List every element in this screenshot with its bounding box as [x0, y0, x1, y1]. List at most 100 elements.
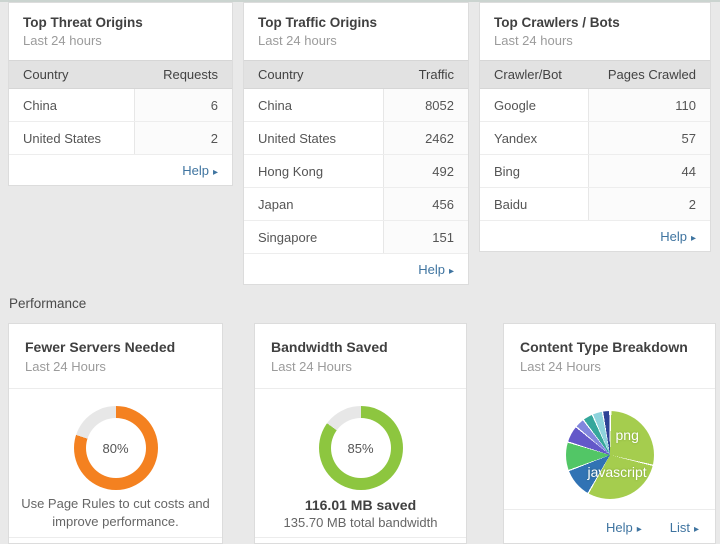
card-footer [9, 537, 222, 544]
column-header-country: Country [23, 67, 69, 82]
arrow-right-icon: ▸ [212, 166, 218, 178]
card-title: Fewer Servers Needed [25, 339, 176, 355]
row-value: 110 [588, 89, 710, 121]
performance-section-label: Performance [9, 296, 87, 311]
donut-center-label: 85% [330, 418, 391, 478]
card-footer [255, 537, 466, 544]
donut-description: Use Page Rules to cut costs and improve … [9, 495, 222, 531]
card-header: Top Crawlers / Bots Last 24 hours [480, 3, 710, 60]
donut-center-label: 80% [85, 418, 146, 478]
row-label: China [258, 97, 292, 113]
table-row: Baidu 2 [480, 188, 710, 221]
column-header-crawler: Crawler/Bot [494, 67, 562, 82]
table-row: Google 110 [480, 89, 710, 122]
servers-donut-chart: 80% [73, 406, 158, 490]
description-line: Use Page Rules to cut costs and [21, 496, 210, 511]
traffic-origins-card: Top Traffic Origins Last 24 hours Countr… [243, 2, 469, 285]
row-value: 8052 [382, 89, 468, 121]
arrow-right-icon: ▸ [636, 524, 642, 535]
table-row: Hong Kong 492 [244, 155, 468, 188]
row-label: Google [494, 97, 536, 113]
card-header: Top Traffic Origins Last 24 hours [244, 3, 468, 60]
pie-slice-label-png: png [615, 427, 639, 443]
row-label: Japan [258, 196, 294, 212]
row-value: 456 [382, 188, 468, 220]
help-link[interactable]: Help ▸ [605, 520, 642, 535]
help-link[interactable]: Help ▸ [660, 228, 696, 244]
table-row: Japan 456 [244, 188, 468, 221]
table-row: Bing 44 [480, 155, 710, 188]
card-footer: Help ▸ [480, 221, 710, 251]
threat-origins-card: Top Threat Origins Last 24 hours Country… [8, 2, 233, 186]
card-body: 80% Use Page Rules to cut costs and impr… [9, 406, 222, 531]
bandwidth-total-value: 135.70 MB total bandwidth [283, 515, 438, 530]
row-value: 6 [133, 89, 232, 121]
card-title: Top Crawlers / Bots [494, 15, 620, 30]
card-footer: Help ▸ [244, 254, 468, 284]
column-header-pages-crawled: Pages Crawled [607, 67, 696, 82]
description-line: improve performance. [52, 514, 179, 529]
row-label: United States [258, 130, 337, 146]
table-header: Country Traffic [244, 60, 468, 89]
list-link[interactable]: List ▸ [669, 520, 699, 535]
help-link[interactable]: Help ▸ [182, 162, 218, 178]
pie-slice-label-javascript: javascript [587, 464, 647, 480]
table-header: Crawler/Bot Pages Crawled [480, 60, 710, 89]
bandwidth-saved-card: Bandwidth Saved Last 24 Hours 85% 116.01… [254, 323, 467, 544]
bandwidth-donut-chart: 85% [318, 406, 403, 490]
row-value: 151 [382, 221, 468, 253]
row-label: Baidu [494, 196, 528, 212]
arrow-right-icon: ▸ [693, 524, 699, 535]
arrow-right-icon: ▸ [448, 265, 454, 277]
card-body: png javascript [504, 389, 715, 509]
row-label: Singapore [258, 229, 318, 245]
card-footer: Help ▸ [9, 155, 232, 185]
row-value: 57 [588, 122, 710, 154]
fewer-servers-card: Fewer Servers Needed Last 24 Hours 80% U… [8, 323, 223, 544]
card-subtitle: Last 24 hours [494, 33, 573, 48]
bandwidth-saved-value: 116.01 MB saved [304, 497, 417, 513]
table-row: United States 2 [9, 122, 232, 155]
content-type-card: Content Type Breakdown Last 24 Hours png… [503, 323, 716, 544]
column-header-requests: Requests [163, 67, 218, 82]
row-value: 492 [382, 155, 468, 187]
card-subtitle: Last 24 hours [23, 33, 102, 48]
table-row: United States 2462 [244, 122, 468, 155]
crawlers-bots-card: Top Crawlers / Bots Last 24 hours Crawle… [479, 2, 711, 252]
card-header: Top Threat Origins Last 24 hours [9, 3, 232, 60]
table-header: Country Requests [9, 60, 232, 89]
row-label: Hong Kong [258, 163, 324, 179]
arrow-right-icon: ▸ [690, 232, 696, 244]
table-row: Yandex 57 [480, 122, 710, 155]
table-row: Singapore 151 [244, 221, 468, 254]
table-row: China 6 [9, 89, 232, 122]
card-subtitle: Last 24 hours [258, 33, 337, 48]
card-footer: Help ▸ List ▸ [504, 509, 715, 544]
column-header-country: Country [258, 67, 304, 82]
card-title: Top Threat Origins [23, 15, 143, 30]
row-value: 2 [588, 188, 710, 220]
card-header: Bandwidth Saved Last 24 Hours [255, 324, 466, 389]
card-title: Bandwidth Saved [271, 339, 388, 355]
help-link[interactable]: Help ▸ [418, 261, 454, 277]
card-title: Content Type Breakdown [520, 339, 688, 355]
card-title: Top Traffic Origins [258, 15, 378, 30]
row-label: Yandex [494, 130, 538, 146]
card-body: 85% 116.01 MB saved 135.70 MB total band… [255, 406, 466, 532]
row-label: China [23, 97, 57, 113]
row-value: 2462 [382, 122, 468, 154]
card-subtitle: Last 24 Hours [271, 359, 352, 374]
card-subtitle: Last 24 Hours [520, 359, 601, 374]
top-divider-line [0, 0, 720, 2]
card-header: Content Type Breakdown Last 24 Hours [504, 324, 715, 389]
row-label: Bing [494, 163, 521, 179]
column-header-traffic: Traffic [418, 67, 454, 82]
row-value: 2 [133, 122, 232, 154]
row-value: 44 [588, 155, 710, 187]
card-subtitle: Last 24 Hours [25, 359, 106, 374]
card-header: Fewer Servers Needed Last 24 Hours [9, 324, 222, 389]
content-type-pie-chart: png javascript [565, 411, 654, 499]
table-row: China 8052 [244, 89, 468, 122]
row-label: United States [23, 130, 102, 146]
